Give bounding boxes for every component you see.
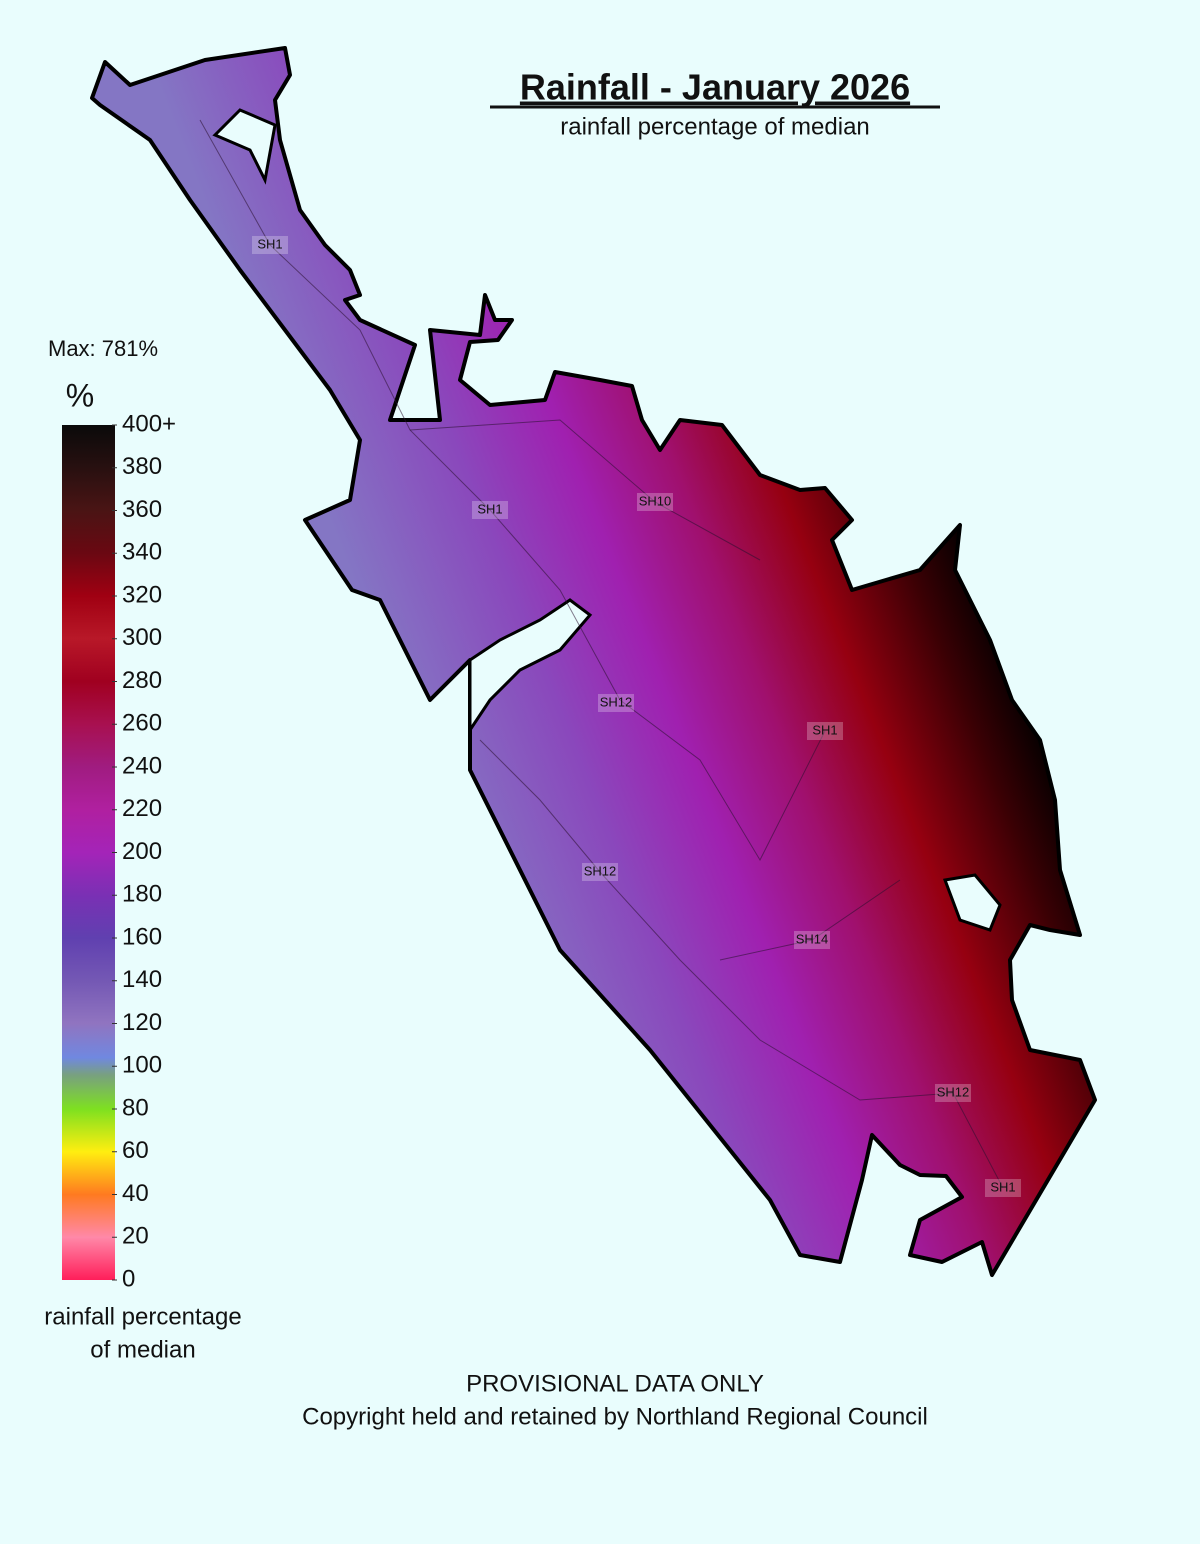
legend-unit: % bbox=[66, 377, 94, 413]
inlet bbox=[212, 108, 277, 185]
road-label: SH1 bbox=[812, 722, 837, 737]
scale-label: 400+ bbox=[122, 410, 176, 437]
scale-label: 40 bbox=[122, 1180, 149, 1207]
scale-label: 240 bbox=[122, 752, 162, 779]
scale-label: 280 bbox=[122, 667, 162, 694]
road-label-box bbox=[637, 493, 673, 511]
road-label-box bbox=[582, 863, 618, 881]
road-label-box bbox=[252, 236, 288, 254]
inlet bbox=[942, 873, 1002, 932]
road bbox=[199, 119, 826, 862]
road-label: SH12 bbox=[584, 863, 617, 878]
scale-label: 340 bbox=[122, 539, 162, 566]
road bbox=[409, 419, 761, 561]
scale-label: 300 bbox=[122, 624, 162, 651]
scale-label: 380 bbox=[122, 453, 162, 480]
road-label-box bbox=[985, 1179, 1021, 1197]
inlet bbox=[468, 598, 593, 735]
road-label: SH1 bbox=[477, 501, 502, 516]
scale-label: 360 bbox=[122, 496, 162, 523]
road-label-box bbox=[807, 722, 843, 740]
road-label: SH1 bbox=[257, 236, 282, 251]
road-label-box bbox=[935, 1084, 971, 1102]
road-label: SH1 bbox=[990, 1179, 1015, 1194]
footer-copyright: Copyright held and retained by Northland… bbox=[302, 1403, 928, 1430]
scale-label: 200 bbox=[122, 838, 162, 865]
legend-caption: of median bbox=[90, 1336, 195, 1363]
region-map bbox=[90, 46, 1097, 1277]
road-label-box bbox=[472, 501, 508, 519]
color-scale bbox=[62, 425, 115, 1280]
legend-caption: rainfall percentage bbox=[44, 1303, 241, 1330]
scale-label: 80 bbox=[122, 1094, 149, 1121]
scale-label: 0 bbox=[122, 1265, 135, 1292]
footer-note: PROVISIONAL DATA ONLY bbox=[466, 1370, 764, 1397]
road bbox=[479, 739, 1004, 1189]
road-label: SH14 bbox=[796, 931, 829, 946]
scale-label: 160 bbox=[122, 923, 162, 950]
road-label: SH10 bbox=[639, 493, 672, 508]
scale-label: 120 bbox=[122, 1009, 162, 1036]
scale-label: 20 bbox=[122, 1223, 149, 1250]
road bbox=[719, 879, 901, 961]
road-label: SH12 bbox=[937, 1084, 970, 1099]
scale-label: 140 bbox=[122, 966, 162, 993]
scale-label: 60 bbox=[122, 1137, 149, 1164]
scale-label: 320 bbox=[122, 581, 162, 608]
scale-label: 220 bbox=[122, 795, 162, 822]
scale-label: 180 bbox=[122, 881, 162, 908]
road-label-box bbox=[794, 931, 830, 949]
road-label: SH12 bbox=[600, 694, 633, 709]
scale-label: 260 bbox=[122, 710, 162, 737]
max-label: Max: 781% bbox=[48, 336, 158, 361]
map-title: Rainfall - January 2026 bbox=[520, 67, 910, 108]
map-subtitle: rainfall percentage of median bbox=[560, 113, 870, 140]
road-label-box bbox=[598, 694, 634, 712]
scale-label: 100 bbox=[122, 1052, 162, 1079]
